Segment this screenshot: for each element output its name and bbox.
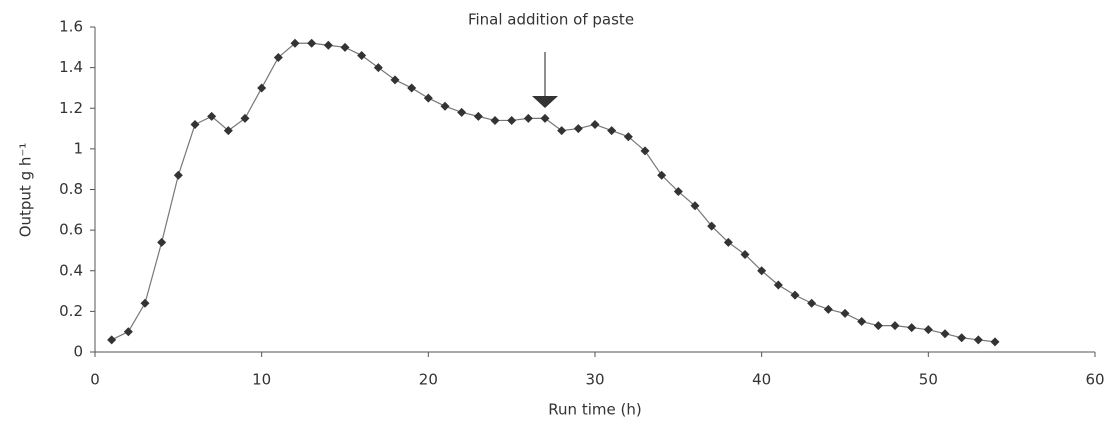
data-point [473, 111, 483, 121]
x-tick-label: 10 [252, 371, 271, 389]
y-tick-label: 1.2 [59, 99, 83, 117]
data-point [723, 237, 733, 247]
data-point [173, 170, 183, 180]
data-point [740, 250, 750, 259]
x-tick-label: 60 [1085, 371, 1104, 389]
data-point [707, 221, 717, 231]
data-point [590, 120, 600, 129]
data-point [557, 126, 567, 136]
data-point [190, 120, 200, 129]
data-point [523, 113, 533, 123]
data-point [790, 290, 800, 300]
data-point [973, 335, 983, 345]
data-point [257, 83, 267, 93]
data-point [507, 115, 517, 125]
annotation-arrow-head [532, 96, 558, 108]
data-point [273, 52, 283, 62]
y-tick-label: 0 [73, 343, 83, 361]
data-point [957, 333, 967, 343]
data-point [207, 111, 217, 121]
data-point [657, 170, 667, 180]
data-point [440, 101, 450, 111]
data-point [290, 38, 300, 48]
data-point [490, 115, 500, 125]
annotation-text: Final addition of paste [468, 11, 634, 29]
data-point [923, 325, 933, 335]
data-point [773, 280, 783, 290]
y-tick-label: 0.8 [59, 180, 83, 198]
data-point [990, 337, 1000, 347]
data-point [807, 298, 817, 308]
data-point [607, 126, 617, 136]
data-point [940, 329, 950, 339]
data-point [123, 327, 133, 337]
x-tick-label: 30 [585, 371, 604, 389]
x-tick-label: 20 [419, 371, 438, 389]
data-point [373, 63, 383, 73]
data-point [873, 321, 883, 331]
y-tick-label: 0.6 [59, 221, 83, 239]
data-point [323, 40, 333, 50]
data-line [111, 42, 996, 343]
data-point [340, 42, 350, 52]
y-tick-label: 1.4 [59, 58, 83, 76]
data-point [423, 93, 433, 103]
data-point [573, 124, 583, 134]
data-point [690, 201, 700, 211]
data-point [623, 132, 633, 142]
data-point [107, 335, 117, 345]
x-tick-label: 50 [919, 371, 938, 389]
data-point [857, 317, 867, 327]
data-point [540, 113, 550, 123]
x-tick-label: 40 [752, 371, 771, 389]
data-point [390, 75, 400, 85]
x-axis-label: Run time (h) [548, 401, 641, 419]
y-tick-label: 0.4 [59, 261, 83, 279]
y-tick-label: 1.6 [59, 18, 83, 36]
y-tick-label: 1 [73, 139, 83, 157]
data-point [840, 308, 850, 318]
data-point [240, 113, 250, 123]
data-point [757, 266, 767, 276]
data-point [907, 323, 917, 333]
data-point [673, 187, 683, 197]
y-axis-label: Output g h⁻¹ [17, 143, 35, 238]
data-point [307, 38, 317, 48]
data-point [357, 50, 367, 60]
data-point [407, 83, 417, 93]
data-point [823, 304, 833, 314]
data-point [140, 298, 150, 308]
data-point [640, 146, 650, 156]
y-tick-label: 0.2 [59, 302, 83, 320]
data-point [890, 321, 900, 331]
data-point [223, 126, 233, 136]
x-tick-label: 0 [90, 371, 100, 389]
data-point [457, 107, 467, 117]
data-point [157, 237, 167, 247]
